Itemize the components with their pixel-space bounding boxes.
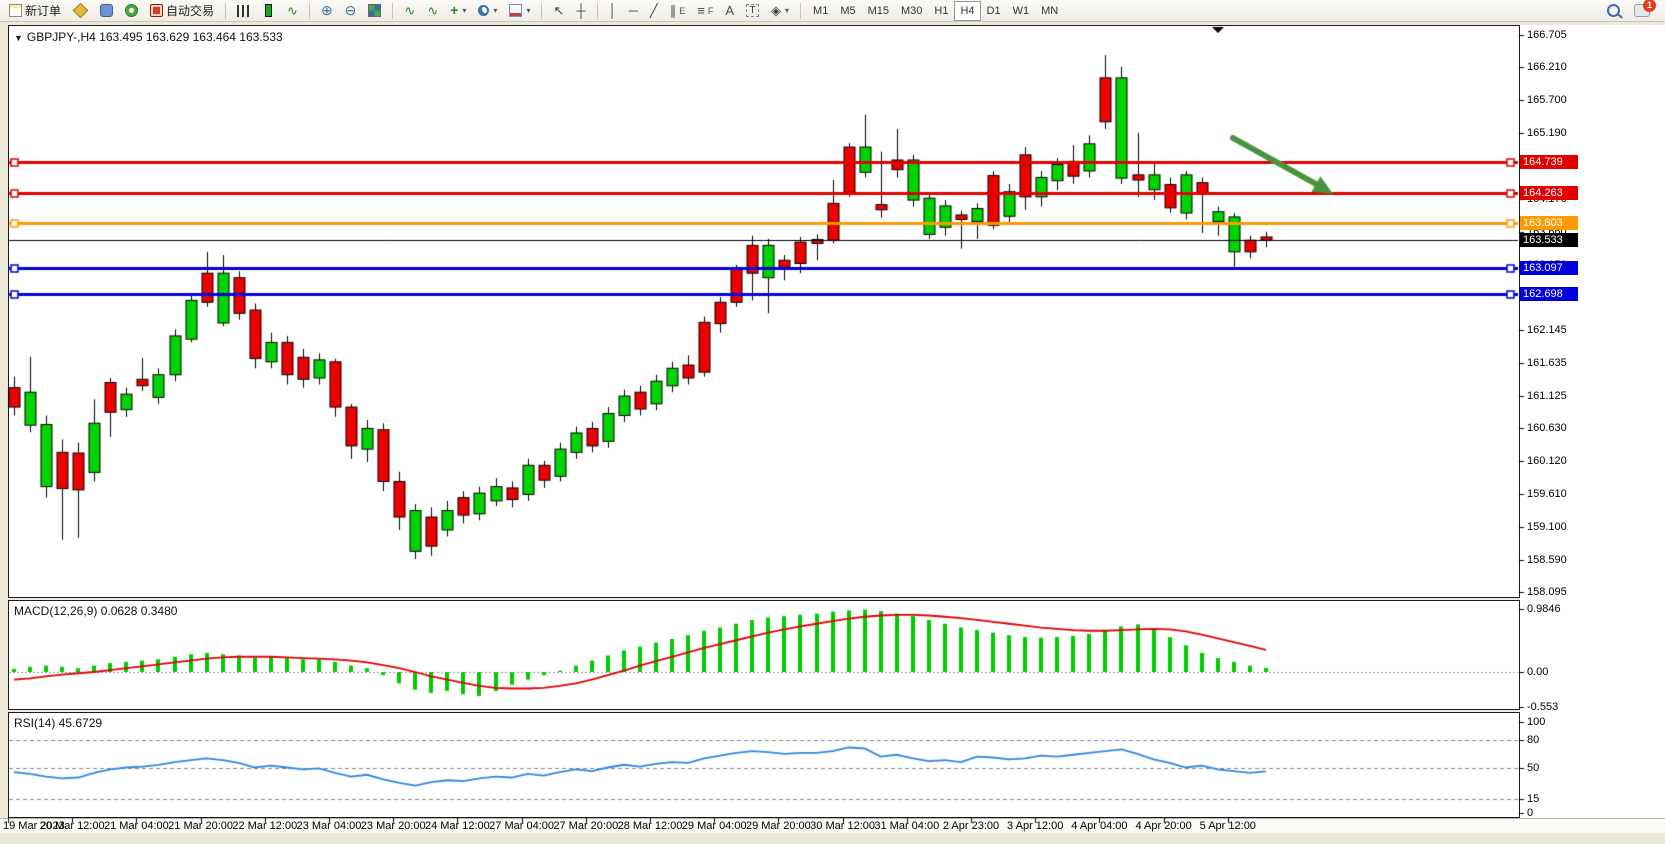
collapse-chart-icon[interactable]: ▼: [14, 33, 23, 43]
chart-title: GBPJPY-,H4 163.495 163.629 163.464 163.5…: [26, 30, 283, 44]
macd-label: MACD(12,26,9) 0.0628 0.3480: [14, 604, 178, 618]
rsi-label: RSI(14) 45.6729: [14, 716, 103, 730]
chart-title-row: ▼ GBPJPY-,H4 163.495 163.629 163.464 163.…: [14, 30, 283, 44]
